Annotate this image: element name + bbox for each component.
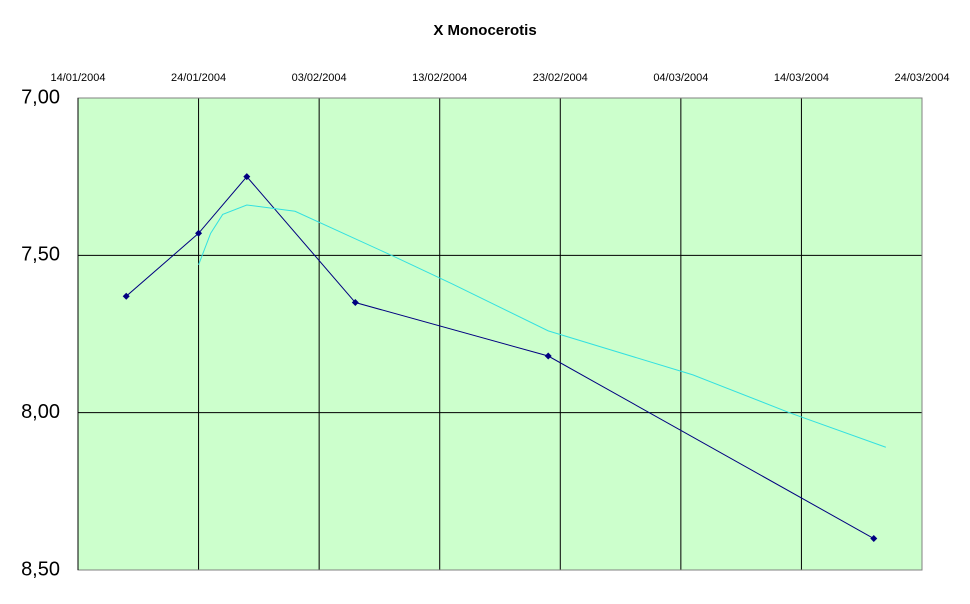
data-point [351, 299, 359, 307]
x-tick-label: 24/03/2004 [894, 72, 949, 84]
data-point [122, 292, 130, 300]
y-tick-label: 8,50 [21, 558, 60, 580]
data-point [195, 229, 203, 237]
x-tick-label: 04/03/2004 [653, 72, 708, 84]
x-tick-label: 23/02/2004 [533, 72, 588, 84]
y-tick-label: 8,00 [21, 401, 60, 423]
x-tick-label: 24/01/2004 [171, 72, 226, 84]
y-tick-label: 7,00 [21, 86, 60, 108]
series-line [198, 204, 886, 448]
x-tick-label: 14/01/2004 [50, 72, 105, 84]
x-tick-label: 03/02/2004 [292, 72, 347, 84]
data-point [544, 352, 552, 360]
data-point [870, 535, 878, 543]
y-tick-label: 7,50 [21, 244, 60, 266]
chart-title: X Monocerotis [433, 22, 536, 39]
x-tick-label: 14/03/2004 [774, 72, 829, 84]
plot-area [78, 98, 922, 570]
x-tick-label: 13/02/2004 [412, 72, 467, 84]
data-point [243, 173, 251, 181]
series-line [125, 175, 875, 539]
